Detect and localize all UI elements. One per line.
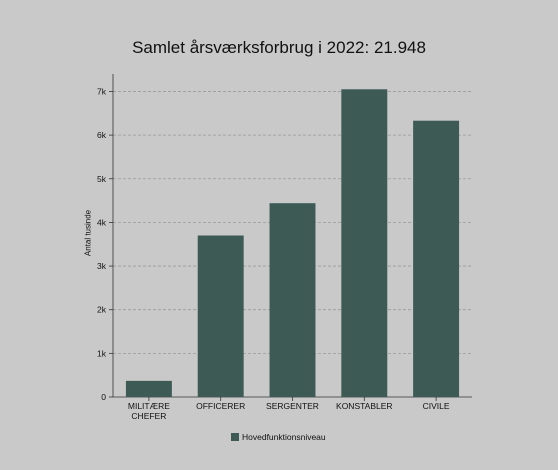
legend: Hovedfunktionsniveau [231,432,326,442]
y-tick-label: 2k [97,305,107,315]
x-tick-label: KONSTABLER [336,401,393,411]
x-tick-label: SERGENTER [266,401,319,411]
x-tick-label: CHEFER [131,411,166,421]
y-tick-label: 5k [97,174,107,184]
x-tick-label: OFFICERER [196,401,245,411]
x-tick-label: CIVILE [423,401,450,411]
bar [197,235,244,397]
y-tick-label: 3k [97,261,107,271]
bar [413,120,460,398]
y-tick-label: 4k [97,217,107,227]
y-tick-label: 7k [97,86,107,96]
bar [341,89,388,397]
legend-swatch [231,433,239,441]
y-tick-label: 1k [97,348,107,358]
y-tick-label: 6k [97,130,107,140]
bar [125,380,172,397]
y-tick-label: 0 [101,392,106,402]
chart-title: Samlet årsværksforbrug i 2022: 21.948 [132,38,426,57]
legend-label: Hovedfunktionsniveau [242,432,326,442]
bar [269,203,316,397]
x-tick-label: MILITÆRE [128,401,170,411]
